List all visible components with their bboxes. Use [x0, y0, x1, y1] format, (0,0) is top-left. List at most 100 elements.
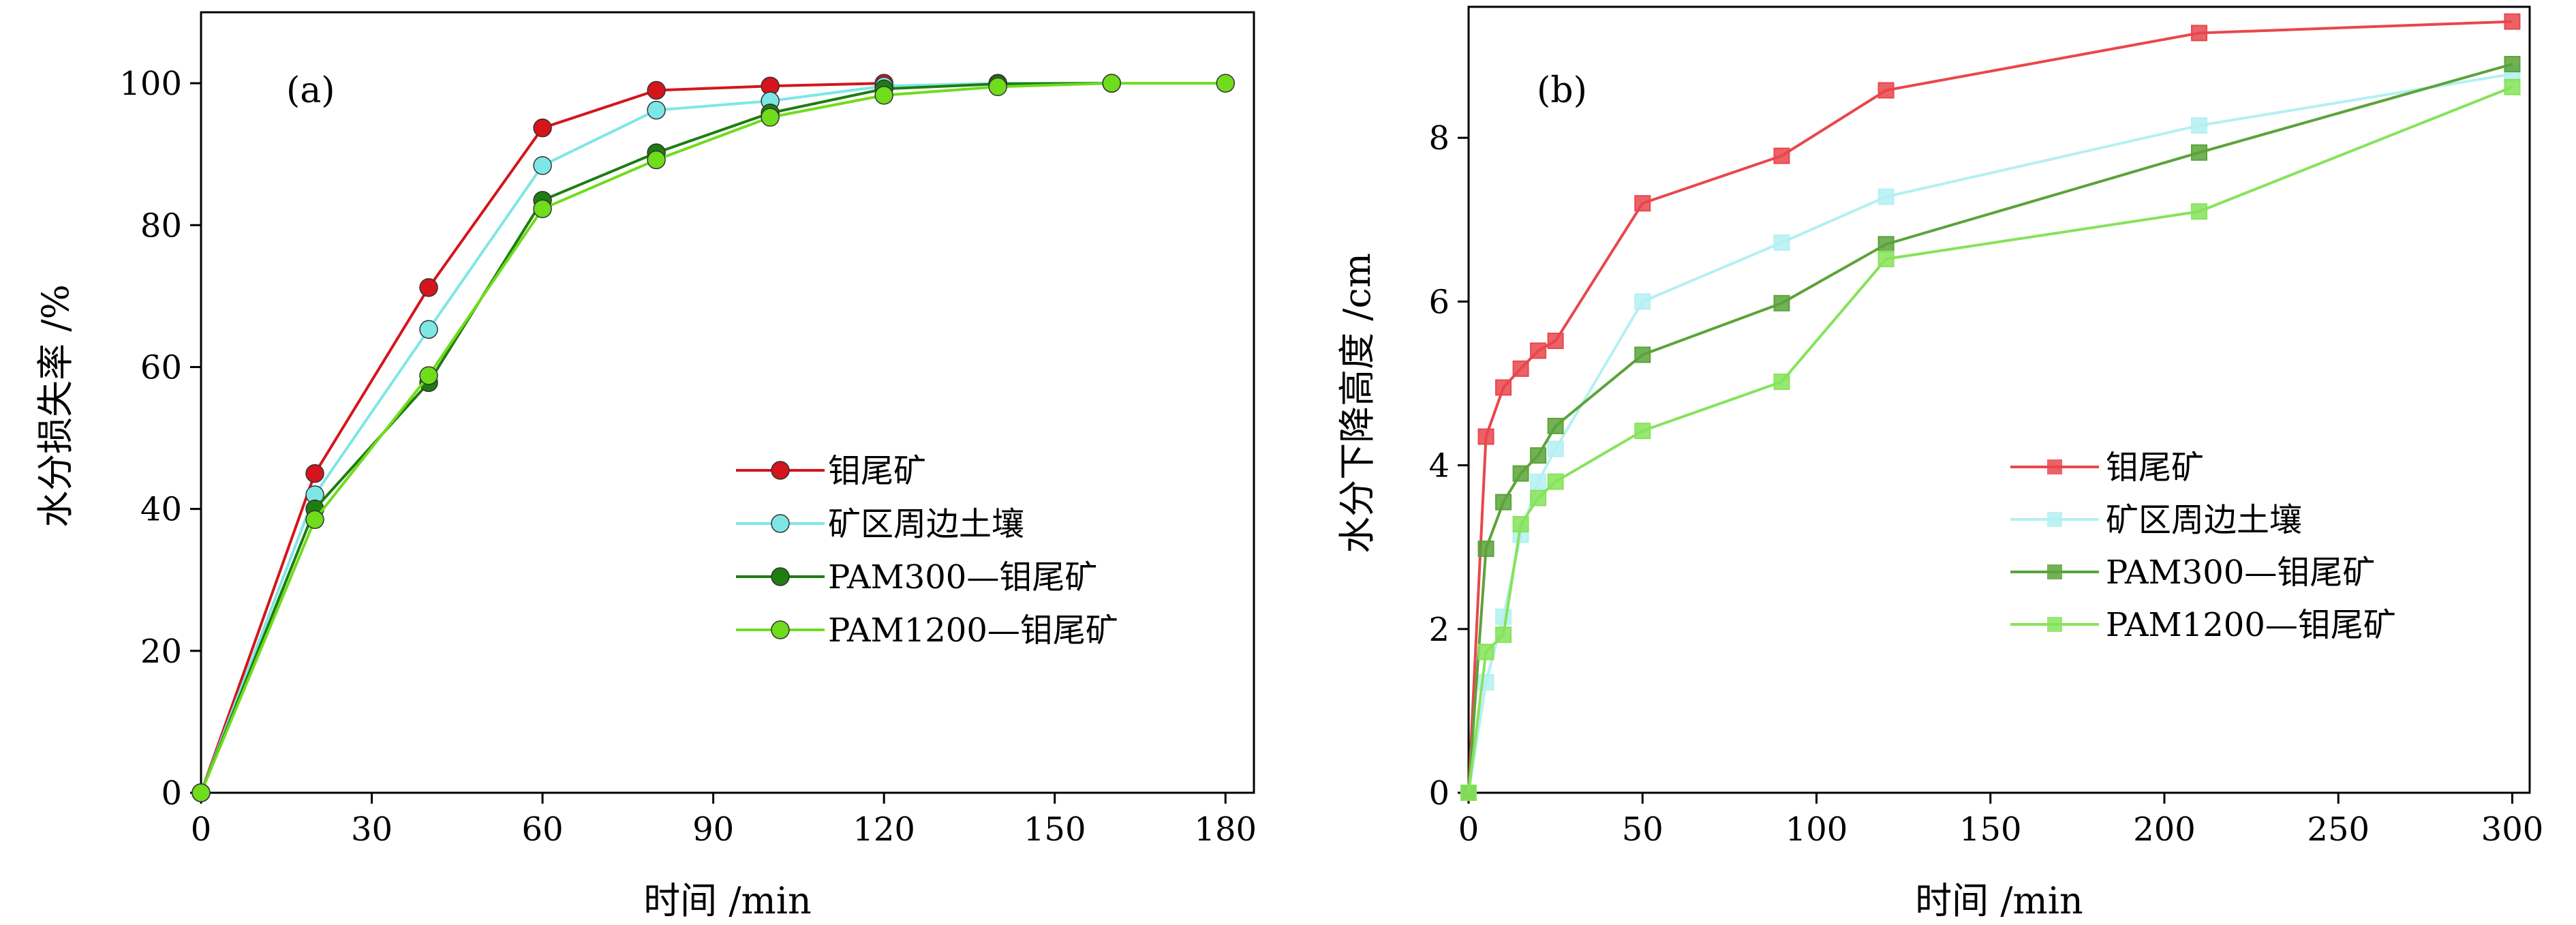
- data-point: [1495, 608, 1512, 625]
- data-point: [2504, 78, 2521, 95]
- legend-marker: [771, 620, 790, 639]
- series-line: [200, 82, 1226, 793]
- data-point: [647, 150, 666, 170]
- data-point: [2191, 117, 2208, 134]
- legend-marker: [771, 514, 790, 533]
- series-line: [200, 82, 885, 793]
- y-axis-label: 水分损失率 /%: [34, 284, 77, 528]
- data-point: [1512, 516, 1529, 533]
- y-tick-label: 0: [161, 774, 182, 813]
- data-point: [1512, 465, 1529, 482]
- data-point: [1773, 147, 1790, 164]
- y-axis-label: 水分下降高度 /cm: [1336, 253, 1379, 554]
- y-tick-label: 40: [140, 491, 182, 529]
- data-point: [533, 199, 552, 219]
- y-tick-label: 100: [119, 65, 182, 103]
- legend-marker: [2047, 512, 2062, 527]
- x-tick-label: 100: [1785, 810, 1848, 849]
- x-tick-label: 200: [2133, 810, 2196, 849]
- data-point: [1877, 236, 1895, 253]
- data-point: [419, 278, 438, 297]
- legend-label: PAM300—钼尾矿: [828, 558, 1097, 596]
- panel-b: 0 50 100 150 200 250 300 0 2 4 6 8 时间 /min 水分下降高度 /cm…: [1336, 5, 2544, 922]
- y-tick-label: 4: [1428, 447, 1450, 485]
- x-tick-label: 180: [1194, 810, 1257, 849]
- data-point: [419, 366, 438, 385]
- data-point: [1216, 74, 1235, 93]
- data-point: [1477, 643, 1494, 661]
- data-point: [1547, 333, 1564, 350]
- panel-a: 0 30 60 90 120 150 180 0 20 40 60 80 100 时间 /min 水分损失率…: [34, 11, 1257, 922]
- legend-label: PAM300—钼尾矿: [2106, 554, 2375, 592]
- data-point: [1634, 346, 1651, 363]
- data-point: [2504, 13, 2521, 30]
- data-point: [1495, 494, 1512, 511]
- plot-frame: [200, 11, 1255, 794]
- plot-frame: [1467, 5, 2531, 794]
- data-point: [1530, 342, 1547, 359]
- data-point: [2191, 203, 2208, 220]
- x-tick-label: 150: [1024, 810, 1086, 849]
- data-point: [1460, 785, 1477, 801]
- legend-label: 矿区周边土壤: [2106, 501, 2302, 539]
- data-point: [1477, 428, 1494, 445]
- x-tick-label: 50: [1622, 810, 1663, 849]
- data-point: [1530, 489, 1547, 506]
- x-tick-label: 0: [1458, 810, 1479, 849]
- data-point: [874, 86, 893, 105]
- data-point: [1877, 250, 1895, 267]
- data-point: [988, 77, 1007, 97]
- data-point: [2191, 25, 2208, 42]
- x-axis-label: 时间 /min: [1915, 879, 2083, 922]
- data-point: [2191, 144, 2208, 161]
- x-tick-label: 150: [1959, 810, 2022, 849]
- data-point: [1773, 234, 1790, 251]
- data-point: [647, 100, 666, 120]
- data-point: [1877, 188, 1895, 205]
- panel-tag: (a): [286, 70, 335, 111]
- data-point: [533, 118, 552, 138]
- legend-marker: [771, 461, 790, 480]
- data-point: [305, 510, 324, 529]
- x-tick-label: 120: [853, 810, 915, 849]
- x-tick-label: 250: [2307, 810, 2370, 849]
- legend-label: 矿区周边土壤: [828, 505, 1024, 543]
- legend-marker: [771, 567, 790, 586]
- legend-label: 钼尾矿: [828, 452, 926, 490]
- data-point: [533, 156, 552, 175]
- data-point: [761, 108, 780, 127]
- series-line: [1467, 85, 2513, 793]
- x-tick-label: 90: [692, 810, 734, 849]
- legend-label: 钼尾矿: [2106, 449, 2204, 487]
- x-tick-label: 300: [2481, 810, 2544, 849]
- y-tick-label: 20: [140, 633, 182, 671]
- data-point: [1877, 82, 1895, 99]
- series-line: [1467, 72, 2513, 793]
- y-tick-label: 6: [1428, 283, 1450, 321]
- y-tick-label: 2: [1428, 611, 1450, 649]
- x-axis-label: 时间 /min: [643, 879, 812, 922]
- legend-label: PAM1200—钼尾矿: [828, 611, 1118, 650]
- data-point: [1495, 626, 1512, 643]
- panel-tag: (b): [1537, 70, 1587, 111]
- data-point: [647, 80, 666, 100]
- data-point: [1495, 379, 1512, 396]
- data-point: [419, 320, 438, 339]
- y-tick-label: 8: [1428, 119, 1450, 157]
- data-point: [1547, 417, 1564, 434]
- y-tick-label: 60: [140, 348, 182, 386]
- data-point: [1634, 293, 1651, 310]
- legend-marker: [2047, 459, 2062, 474]
- x-tick-label: 0: [191, 810, 212, 849]
- legend-label: PAM1200—钼尾矿: [2106, 606, 2396, 644]
- legend-marker: [2047, 617, 2062, 632]
- data-point: [1102, 74, 1121, 93]
- x-tick-label: 30: [351, 810, 393, 849]
- x-tick-label: 60: [522, 810, 564, 849]
- data-point: [1547, 473, 1564, 490]
- data-point: [1634, 423, 1651, 440]
- y-tick-label: 80: [140, 207, 182, 245]
- data-point: [191, 783, 211, 802]
- data-point: [1773, 294, 1790, 312]
